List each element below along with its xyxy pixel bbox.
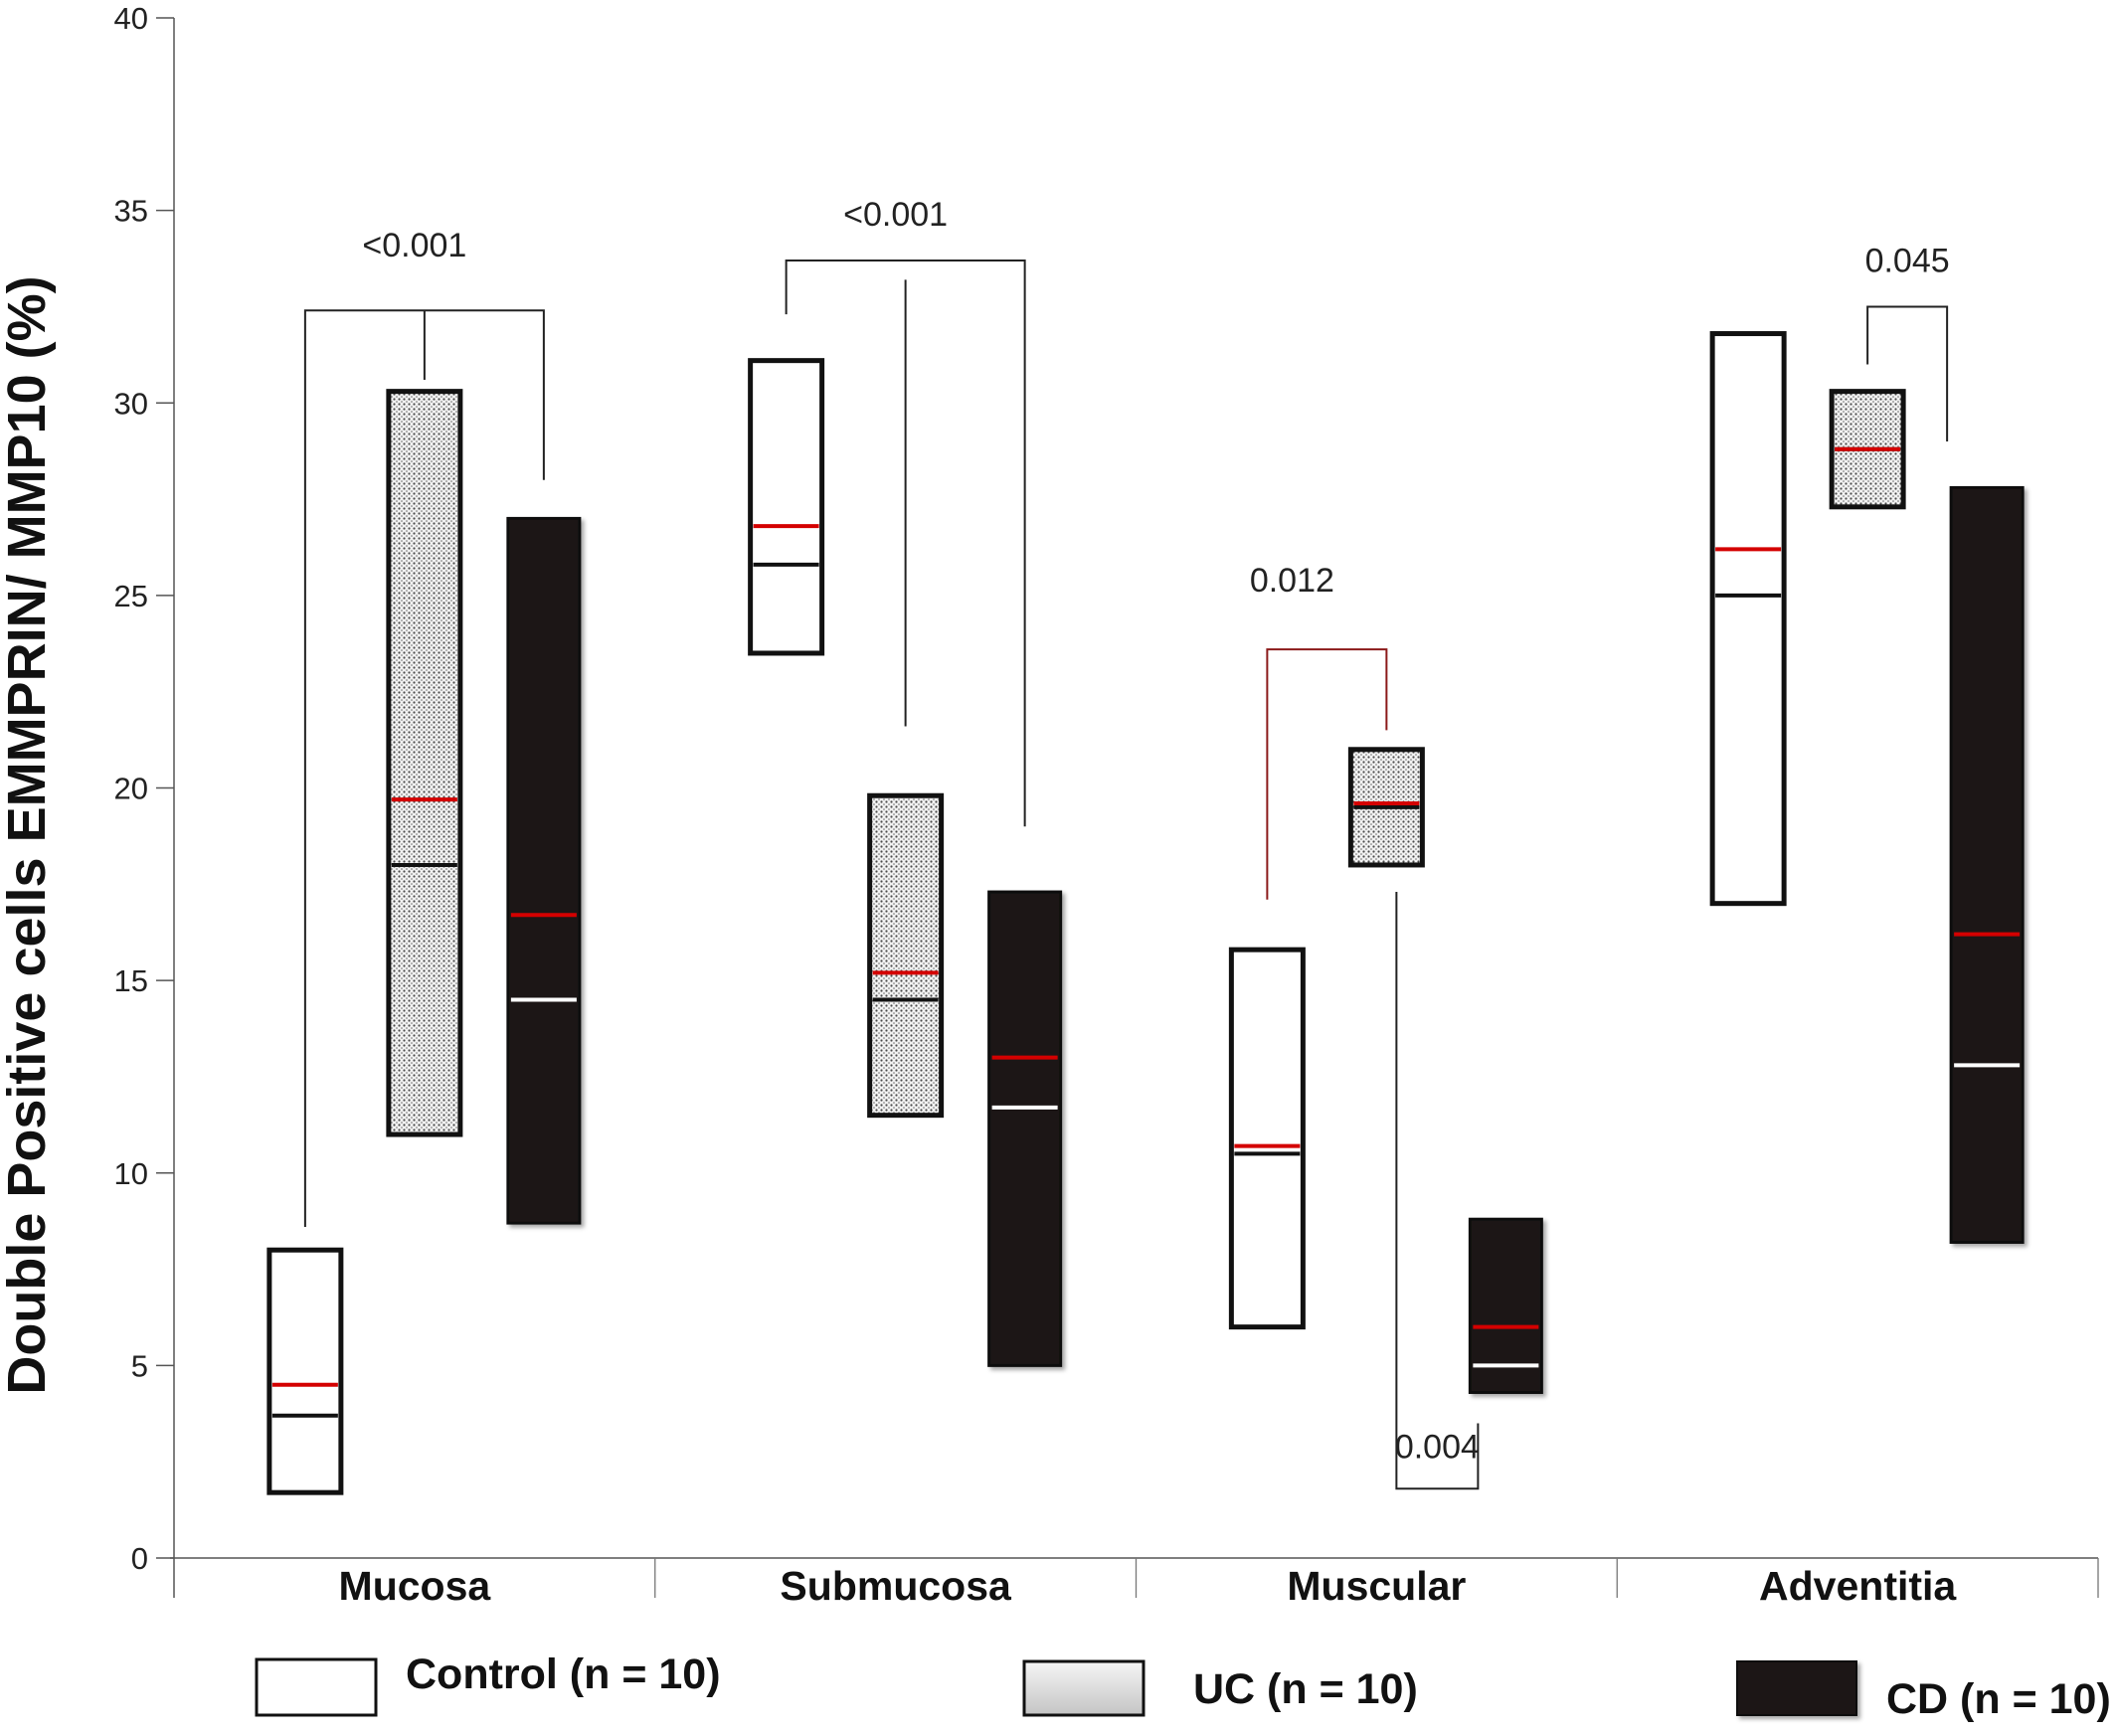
category-label: Muscular [1287,1563,1466,1609]
box-cd [1949,485,2025,1244]
bracket [785,259,1026,827]
p-value-label: 0.012 [1250,562,1334,600]
box-cd [987,890,1063,1367]
box-control [748,358,825,656]
bracket-red [1266,648,1388,900]
bracket [1395,892,1480,1490]
legend-label: UC (n = 10) [1193,1665,1418,1713]
box-control [266,1247,344,1495]
legend-swatch [1736,1660,1857,1716]
legend: Control (n = 10) UC (n = 10) CD (n = 10) [255,1650,2111,1723]
p-value-label: <0.001 [362,227,466,264]
box-uc [867,792,945,1119]
y-tick-label: 25 [114,579,148,613]
axis-labels: Double Positive cells EMMPRIN/ MMP10 (%) [0,275,57,1394]
significance-brackets: <0.001 <0.001 0.012 0.004 0.045 [303,196,1950,1490]
y-tick-label: 10 [114,1156,148,1191]
category-label: Mucosa [339,1563,492,1609]
category-label: Adventitia [1759,1563,1957,1609]
legend-swatch [1022,1659,1146,1717]
y-tick-label: 35 [114,194,148,229]
p-value-label: 0.045 [1865,243,1950,280]
boxes [266,331,2025,1495]
legend-label: CD (n = 10) [1886,1675,2111,1723]
box-uc [386,389,463,1137]
y-tick-label: 5 [131,1348,148,1383]
legend-swatch [255,1657,378,1717]
box-control [1709,331,1787,907]
p-value-label: 0.004 [1395,1428,1480,1466]
y-tick-label: 30 [114,386,148,421]
bracket [1866,305,1949,441]
y-tick-label: 0 [131,1541,148,1576]
p-value-label: <0.001 [843,196,948,234]
box-control [1228,947,1306,1330]
y-tick-label: 40 [114,1,148,36]
y-axis-label: Double Positive cells EMMPRIN/ MMP10 (%) [0,275,57,1394]
box-cd [506,516,582,1225]
axes: 0 5 10 15 20 25 30 35 40 Mucosa Submucosa Muscular A… [114,1,2099,1609]
y-tick-label: 15 [114,963,148,998]
category-label: Submucosa [780,1563,1012,1609]
y-tick-label: 20 [114,772,148,806]
legend-label: Control (n = 10) [406,1650,721,1698]
